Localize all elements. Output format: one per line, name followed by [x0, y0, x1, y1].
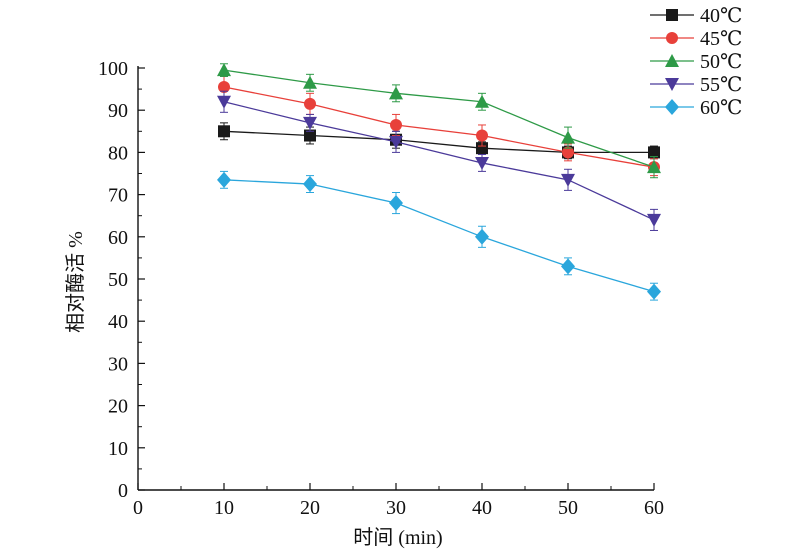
data-point [217, 63, 231, 77]
legend-item: 40℃ [650, 5, 742, 27]
data-point [476, 142, 488, 155]
data-point [389, 135, 403, 149]
legend-label: 45℃ [700, 28, 742, 50]
data-point [218, 80, 230, 93]
data-point [475, 228, 489, 245]
x-tick-label: 30 [386, 497, 406, 519]
y-tick-label: 40 [108, 311, 128, 333]
data-point [304, 97, 316, 110]
axes: 0 10 20 30 40 50 60 70 80 90 100 0 10 20 30 40 50 60 [98, 58, 664, 519]
legend-label: 50℃ [700, 51, 742, 73]
legend-label: 60℃ [700, 97, 742, 119]
legend-label: 40℃ [700, 5, 742, 27]
series-1 [218, 75, 660, 177]
data-point [647, 213, 661, 227]
x-tick-label: 60 [644, 497, 664, 519]
data-point [390, 118, 402, 131]
data-point [561, 130, 575, 144]
data-point [561, 173, 575, 187]
data-point [475, 94, 489, 108]
y-tick-label: 70 [108, 185, 128, 207]
series-4 [217, 170, 661, 301]
y-tick-label: 30 [108, 353, 128, 375]
series-line [223, 69, 655, 168]
y-tick-label: 10 [108, 438, 128, 460]
x-tick-label: 20 [300, 497, 320, 519]
data-point [217, 171, 231, 188]
data-point [389, 86, 403, 100]
x-axis-title: 时间 (min) [353, 526, 442, 549]
series-line [223, 179, 655, 293]
data-point [303, 176, 317, 193]
legend-marker [665, 78, 679, 91]
data-point [647, 160, 661, 174]
data-point [476, 129, 488, 142]
data-point [562, 146, 574, 159]
data-point [218, 125, 230, 138]
y-tick-label: 90 [108, 100, 128, 122]
x-tick-label: 40 [472, 497, 492, 519]
series-line [223, 101, 655, 221]
series-2 [217, 63, 661, 179]
y-tick-label: 0 [118, 480, 128, 502]
series-line [223, 86, 655, 168]
legend-marker [666, 32, 678, 44]
legend: 40℃45℃50℃55℃60℃ [650, 5, 742, 119]
data-point [475, 156, 489, 170]
data-point [389, 195, 403, 212]
data-point [561, 258, 575, 275]
data-point [647, 283, 661, 300]
y-tick-label: 80 [108, 142, 128, 164]
legend-label: 55℃ [700, 74, 742, 96]
x-tick-label: 0 [133, 497, 143, 519]
series-layer [217, 63, 661, 301]
legend-item: 55℃ [650, 74, 742, 96]
legend-marker [665, 54, 679, 67]
data-point [304, 129, 316, 142]
y-tick-label: 60 [108, 227, 128, 249]
data-point [648, 146, 660, 159]
y-axis-title: 相对酶活 % [64, 231, 87, 333]
y-tick-label: 100 [98, 58, 128, 80]
y-tick-label: 50 [108, 269, 128, 291]
x-tick-label: 50 [558, 497, 578, 519]
y-tick-label: 20 [108, 396, 128, 418]
series-0 [218, 122, 660, 160]
legend-item: 60℃ [650, 97, 742, 119]
legend-marker [666, 9, 678, 21]
legend-item: 50℃ [650, 51, 742, 73]
data-point [303, 116, 317, 130]
data-point [303, 75, 317, 89]
series-3 [217, 90, 661, 231]
x-tick-label: 10 [214, 497, 234, 519]
data-point [217, 95, 231, 109]
legend-item: 45℃ [650, 28, 742, 50]
series-line [223, 130, 654, 154]
legend-marker [665, 99, 679, 115]
